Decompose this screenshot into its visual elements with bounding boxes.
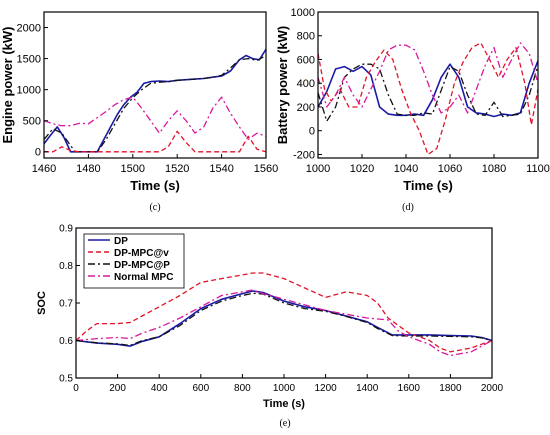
x-tick-label: 1520 [165,163,189,175]
y-tick-label: 0.8 [59,261,73,272]
series-line-2 [44,130,266,153]
x-tick-label: 1060 [438,163,462,175]
legend-entry: DP [114,236,128,247]
x-tick-label: 0 [73,383,79,394]
x-tick-label: 1020 [350,163,374,175]
series-line-2 [318,42,538,156]
x-tick-label: 1800 [439,383,462,394]
x-tick-label: 600 [192,383,209,394]
panel-caption: (e) [279,418,290,429]
y-tick-label: 0.5 [59,374,73,385]
x-tick-label: 1400 [356,383,379,394]
y-axis-label: SOC [36,291,48,315]
series-line-1 [44,54,266,153]
series-line-0 [318,60,538,118]
x-tick-label: 1000 [306,163,330,175]
y-tick-label: 2000 [17,22,41,34]
x-tick-label: 2000 [481,383,504,394]
y-tick-label: 600 [297,54,315,66]
y-tick-label: 1500 [17,53,41,65]
x-tick-label: 1080 [482,163,506,175]
x-tick-label: 1540 [209,163,233,175]
x-tick-label: 1480 [76,163,100,175]
series-line-0 [44,48,266,153]
x-tick-label: 1600 [398,383,421,394]
y-tick-label: 500 [23,116,41,128]
y-tick-label: 1000 [17,85,41,97]
y-tick-label: 400 [297,78,315,90]
y-axis-label: Engine power (kW) [0,27,15,144]
y-tick-label: 0.7 [59,299,73,310]
chart-panel-d: 1000 1020 1040 1060 1080 1100 -200 0 200 400 600 80… [275,7,550,213]
x-tick-label: 1040 [394,163,418,175]
legend-entry: DP-MPC@v [114,248,169,259]
x-axis-label: Time (s) [403,178,453,193]
y-axis-label: Battery power (kW) [275,26,290,144]
series-line-3 [44,96,266,141]
x-tick-label: 1200 [314,383,337,394]
y-tick-label: 800 [297,31,315,43]
legend-entry: DP-MPC@P [114,260,170,271]
legend-entry: Normal MPC [114,272,173,283]
y-tick-label: 200 [297,102,315,114]
y-tick-label: 0.6 [59,336,73,347]
panel-caption: (d) [402,202,414,213]
plot-frame [317,11,539,159]
x-tick-label: 800 [234,383,251,394]
y-tick-label: 0.9 [59,224,73,235]
series-line-dp [76,290,492,347]
y-tick-label: 0 [309,126,315,138]
chart-panel-c: 1460 1480 1500 1520 1540 1560 0 500 1000 1500 2000… [0,11,278,213]
y-tick-label: -200 [293,149,315,161]
y-tick-label: 1000 [291,7,315,19]
x-axis-label: Time (s) [130,178,180,193]
y-tick-label: 0 [35,147,41,159]
legend-box [83,233,185,289]
x-tick-label: 400 [151,383,168,394]
x-tick-label: 1000 [273,383,296,394]
chart-panel-e: 0 200 400 600 800 1000 1200 1400 1600 1800 2000 0.5… [36,224,504,430]
x-tick-label: 200 [109,383,126,394]
x-axis-label: Time (s) [263,398,305,410]
series-line-1 [318,63,538,122]
x-tick-label: 1460 [32,163,56,175]
x-tick-label: 1560 [254,163,278,175]
series-line-3 [318,42,538,114]
panel-caption: (c) [149,202,160,213]
plot-frame [43,11,267,159]
x-tick-label: 1500 [121,163,145,175]
x-tick-label: 1100 [526,163,550,175]
series-line-normal-mpc [76,289,492,357]
